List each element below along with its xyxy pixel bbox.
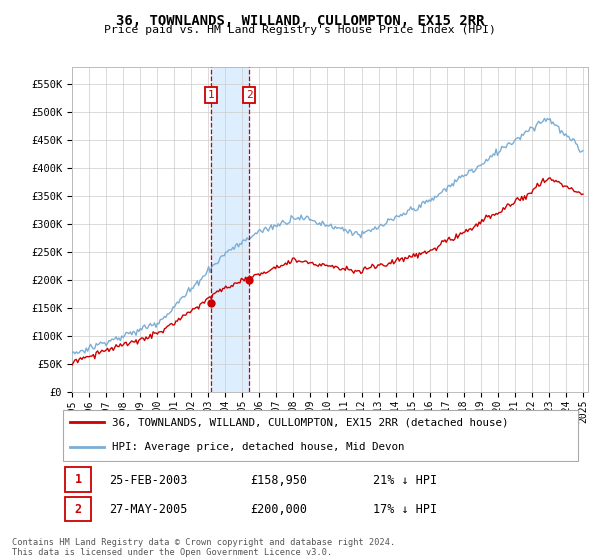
Bar: [211, 67, 249, 392]
Text: 1: 1: [208, 90, 214, 100]
Text: £158,950: £158,950: [251, 474, 308, 487]
Text: 2: 2: [75, 503, 82, 516]
Text: 1: 1: [75, 473, 82, 486]
Text: Price paid vs. HM Land Registry's House Price Index (HPI): Price paid vs. HM Land Registry's House …: [104, 25, 496, 35]
FancyBboxPatch shape: [65, 497, 91, 521]
FancyBboxPatch shape: [65, 468, 91, 492]
Text: £200,000: £200,000: [251, 503, 308, 516]
Text: 21% ↓ HPI: 21% ↓ HPI: [373, 474, 437, 487]
Text: HPI: Average price, detached house, Mid Devon: HPI: Average price, detached house, Mid …: [112, 442, 404, 452]
Text: 25-FEB-2003: 25-FEB-2003: [110, 474, 188, 487]
Text: 36, TOWNLANDS, WILLAND, CULLOMPTON, EX15 2RR: 36, TOWNLANDS, WILLAND, CULLOMPTON, EX15…: [116, 14, 484, 28]
Text: 36, TOWNLANDS, WILLAND, CULLOMPTON, EX15 2RR (detached house): 36, TOWNLANDS, WILLAND, CULLOMPTON, EX15…: [112, 417, 509, 427]
FancyBboxPatch shape: [62, 410, 578, 461]
Text: 17% ↓ HPI: 17% ↓ HPI: [373, 503, 437, 516]
Text: 27-MAY-2005: 27-MAY-2005: [110, 503, 188, 516]
Text: Contains HM Land Registry data © Crown copyright and database right 2024.
This d: Contains HM Land Registry data © Crown c…: [12, 538, 395, 557]
Text: 2: 2: [246, 90, 253, 100]
